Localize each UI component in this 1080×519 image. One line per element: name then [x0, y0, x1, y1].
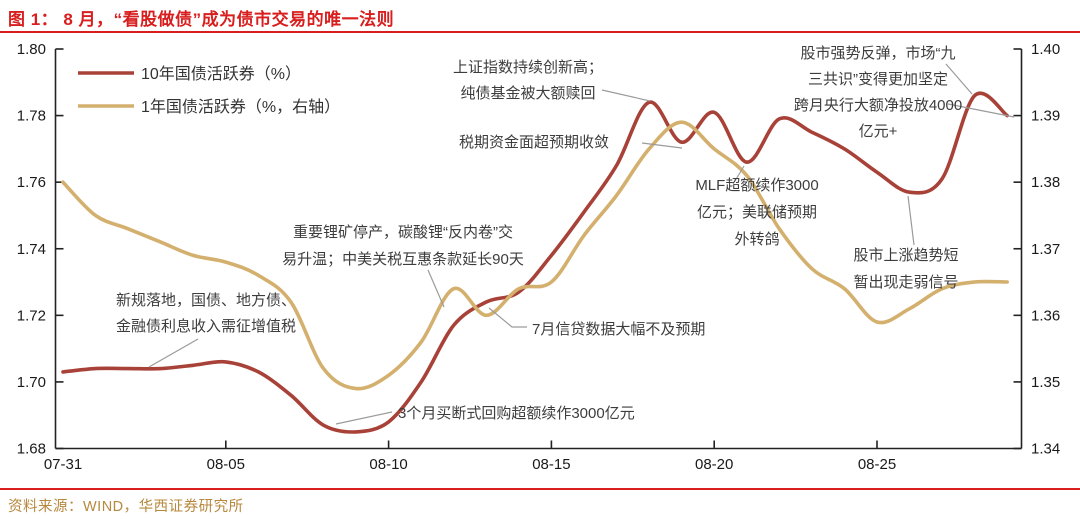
bond-yield-chart: 1.80 1.78 1.76 1.74 1.72 1.70 1.68 1.40 1.39 1.38…: [17, 41, 1060, 473]
left-axis-tick-label: 1.68: [17, 441, 46, 458]
annotation-lithium: 重要锂矿停产，碳酸锂“反内卷”交: [293, 223, 513, 241]
annotation-leader-new-rules-vat: [148, 338, 199, 368]
right-axis-tick-label: 1.34: [1031, 441, 1060, 458]
x-axis-tick-label: 08-15: [532, 456, 570, 473]
annotation-leader-lithium: [427, 269, 445, 308]
annotation-leader-tax-period: [641, 142, 683, 149]
annotation-lithium: 易升温；中美关税互惠条款延长90天: [282, 251, 524, 268]
right-axis-tick-label: 1.37: [1031, 241, 1060, 258]
annotation-sse-new-high: 纯债基金被大额赎回: [460, 85, 595, 102]
annotation-leader-stock-weak: [907, 195, 915, 246]
right-axis-tick-label: 1.39: [1031, 108, 1060, 125]
annotation-leader-stock-rebound: [945, 63, 973, 95]
annotation-mlf: 亿元；美联储预期: [697, 204, 817, 221]
series-line-1y: [61, 120, 1009, 391]
x-axis-tick-label: 08-20: [695, 456, 733, 473]
top-divider: [0, 31, 1080, 33]
annotation-stock-weak: 股市上涨趋势短: [853, 247, 958, 264]
right-axis-tick-label: 1.40: [1031, 41, 1060, 58]
annotation-stock-rebound: 股市强势反弹，市场“九: [801, 45, 956, 62]
annotation-sse-new-high: 上证指数持续创新高；: [453, 59, 603, 76]
figure-title: 图 1： 8 月，“看股做债”成为债市交易的唯一法则: [8, 10, 395, 29]
x-axis-tick-label: 08-10: [369, 456, 407, 473]
right-axis-tick-label: 1.35: [1031, 374, 1060, 391]
annotation-tax-period: 税期资金面超预期收敛: [459, 134, 609, 151]
annotation-stock-rebound: 三共识”变得更加坚定: [808, 71, 948, 88]
annotation-leader-sse-new-high: [601, 89, 651, 102]
x-axis-tick-label: 08-05: [207, 456, 245, 473]
right-axis-tick-label: 1.38: [1031, 174, 1060, 191]
annotation-july-credit: 7月信贷数据大幅不及预期: [532, 321, 705, 338]
bottom-divider: [0, 488, 1080, 490]
annotation-leader-mlf: [734, 165, 745, 182]
left-axis-tick-label: 1.74: [17, 241, 46, 258]
annotation-leader-july-credit: [488, 307, 527, 328]
source-note: 资料来源：WIND，华西证券研究所: [8, 499, 244, 515]
left-axis-tick-label: 1.70: [17, 374, 46, 391]
annotation-new-rules-vat: 新规落地，国债、地方债、: [116, 292, 296, 309]
x-axis-tick-label: 07-31: [44, 456, 82, 473]
annotation-stock-weak: 暂出现走弱信号: [853, 274, 958, 291]
annotation-leader-stock-rebound: [947, 103, 1015, 118]
legend-label: 10年国债活跃券（%）: [141, 65, 301, 83]
annotation-stock-rebound: 亿元+: [859, 123, 898, 140]
legend-label: 1年国债活跃券（%，右轴）: [141, 98, 340, 116]
left-axis-tick-label: 1.72: [17, 307, 46, 324]
annotation-mlf: MLF超额续作3000: [695, 177, 818, 194]
right-axis-tick-label: 1.36: [1031, 307, 1060, 324]
annotation-new-rules-vat: 金融债利息收入需征增值税: [116, 318, 296, 335]
x-axis-tick-label: 08-25: [858, 456, 896, 473]
series-line-10y: [61, 91, 1009, 434]
annotation-stock-rebound: 跨月央行大额净投放4000: [794, 97, 962, 114]
annotation-mlf: 外转鸽: [734, 231, 779, 248]
left-axis-tick-label: 1.76: [17, 174, 46, 191]
left-axis-tick-label: 1.80: [17, 41, 46, 58]
annotation-3m-repo: 3个月买断式回购超额续作3000亿元: [398, 405, 635, 422]
annotation-leader-3m-repo: [335, 411, 393, 425]
left-axis-tick-label: 1.78: [17, 108, 46, 125]
